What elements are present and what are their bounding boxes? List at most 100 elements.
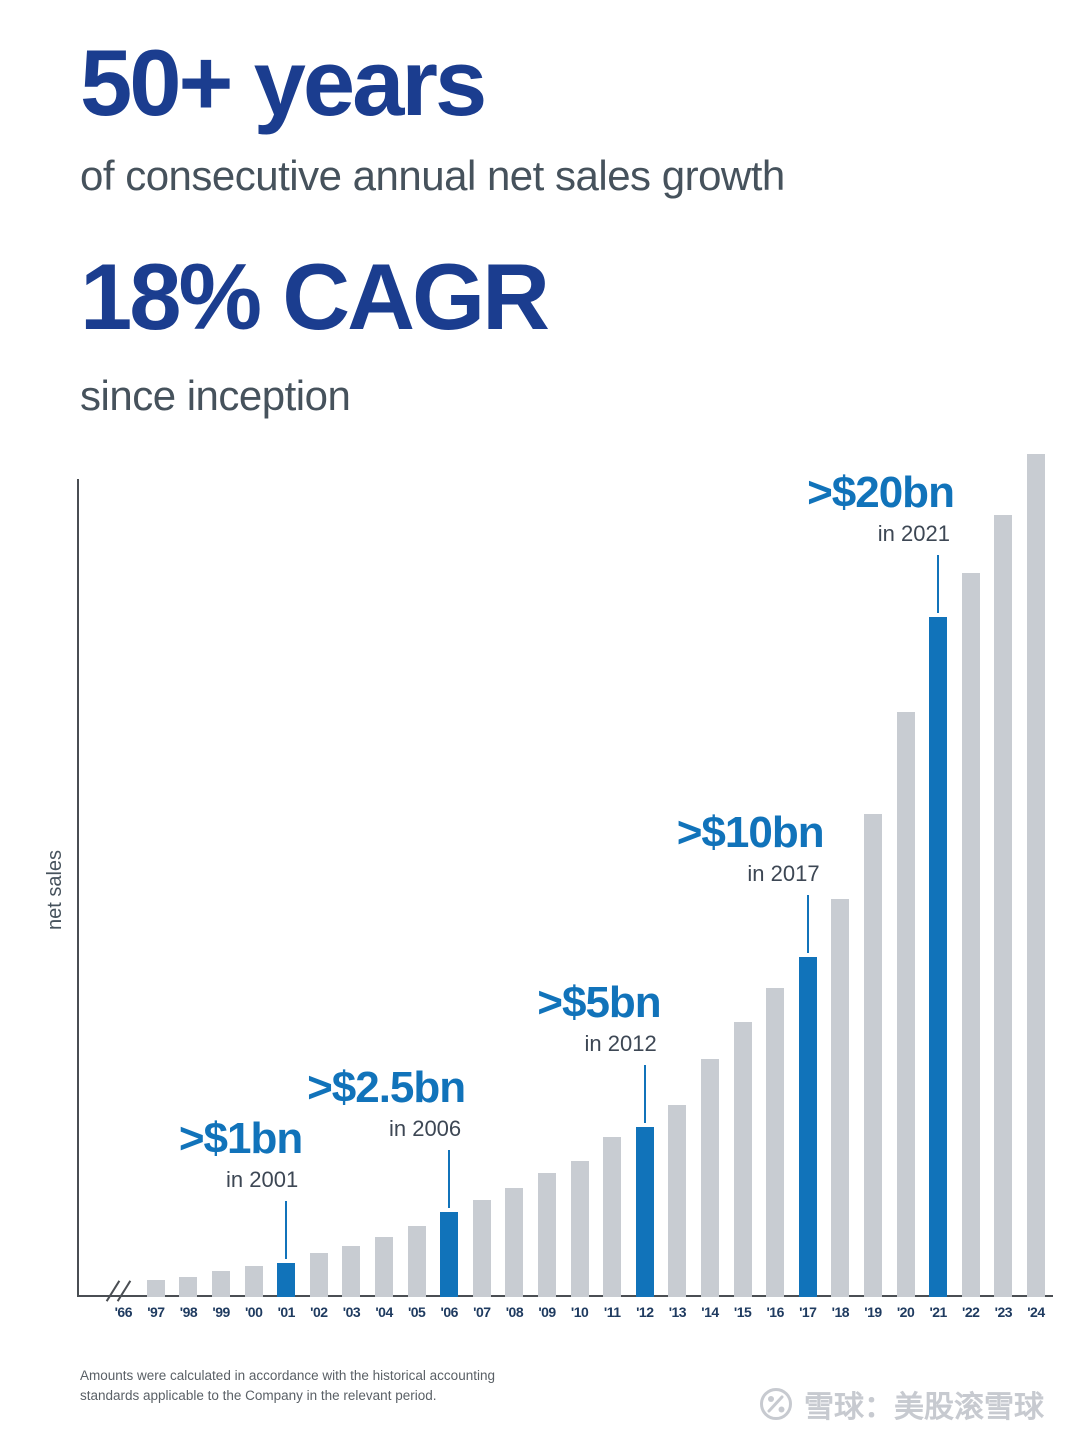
- callout-year-label: in 2006: [388, 1116, 462, 1141]
- callout-year-label: in 2021: [877, 521, 950, 546]
- callout-21: >$20bn in 2021: [807, 471, 955, 547]
- callout-line-17: [806, 895, 809, 953]
- bar-22: [961, 573, 980, 1297]
- bar-slot: [205, 447, 238, 1297]
- x-tick-66: '66: [114, 1304, 133, 1320]
- y-axis-line: [77, 479, 79, 1297]
- watermark-text: 雪球：美股滚雪球: [804, 1391, 1044, 1424]
- bar-slot: [335, 447, 368, 1297]
- bar-20: [896, 712, 915, 1297]
- x-axis-line: [77, 1295, 1053, 1297]
- bar-slot: [661, 447, 694, 1297]
- x-tick-98: '98: [179, 1304, 198, 1320]
- watermark: 雪球：美股滚雪球: [758, 1382, 1044, 1426]
- bar-14: [700, 1059, 719, 1297]
- bar-slot: [857, 447, 890, 1297]
- bar-97: [146, 1280, 165, 1297]
- bar-slot: [824, 447, 857, 1297]
- bar-slot: [237, 447, 270, 1297]
- bar-11: [603, 1137, 622, 1297]
- bar-slot: [954, 447, 987, 1297]
- bar-16: [766, 988, 785, 1297]
- x-tick-07: '07: [473, 1304, 491, 1320]
- x-tick-01: '01: [277, 1304, 296, 1320]
- bar-19: [863, 814, 882, 1297]
- callout-01: >$1bn in 2001: [178, 1114, 303, 1193]
- bar-slot: [987, 447, 1020, 1297]
- bar-slot: [889, 447, 922, 1297]
- x-tick-08: '08: [505, 1304, 524, 1320]
- x-tick-10: '10: [570, 1304, 589, 1320]
- axis-break-icon: [105, 1279, 136, 1305]
- x-tick-17: '17: [799, 1304, 817, 1320]
- bar-99: [212, 1271, 231, 1297]
- footnote: Amounts were calculated in accordance wi…: [80, 1368, 495, 1404]
- bar-slot: [466, 447, 499, 1297]
- header: 50+ years of consecutive annual net sale…: [80, 36, 785, 420]
- bar-slot: [498, 447, 531, 1297]
- bar-15: [733, 1022, 752, 1297]
- x-tick-22: '22: [962, 1304, 980, 1320]
- bar-12: [635, 1127, 654, 1297]
- bar-slot: [1020, 447, 1053, 1297]
- x-tick-05: '05: [407, 1304, 426, 1320]
- bar-slot: [922, 447, 955, 1297]
- bar-slot: [433, 447, 466, 1297]
- bar-06: [440, 1212, 459, 1297]
- bar-slot: [270, 447, 303, 1297]
- callout-value-label: >$10bn: [676, 808, 825, 857]
- x-tick-11: '11: [603, 1304, 621, 1320]
- callout-06: >$2.5bn in 2006: [307, 1063, 466, 1142]
- bar-slot: [629, 447, 662, 1297]
- headline-years-subtitle: of consecutive annual net sales growth: [80, 152, 785, 199]
- callout-line-12: [643, 1065, 646, 1123]
- bar-01: [277, 1263, 296, 1297]
- bar-24: [1026, 454, 1045, 1297]
- bar-09: [538, 1173, 557, 1297]
- x-tick-15: '15: [733, 1304, 752, 1320]
- callout-value-label: >$5bn: [537, 978, 661, 1027]
- bar-slot: [694, 447, 727, 1297]
- bar-07: [472, 1200, 491, 1297]
- bar-slot: [107, 447, 140, 1297]
- callout-line-21: [936, 555, 939, 613]
- bar-13: [668, 1105, 687, 1297]
- bar-02: [309, 1253, 328, 1297]
- x-tick-20: '20: [896, 1304, 915, 1320]
- headline-cagr-subtitle: since inception: [80, 372, 351, 419]
- callout-12: >$5bn in 2012: [537, 978, 661, 1057]
- x-tick-03: '03: [342, 1304, 361, 1320]
- x-tick-02: '02: [310, 1304, 328, 1320]
- x-axis-labels: '66 '97 '98 '99 '00 '01 '02 '03 '04 '05 '06 '07 '08 '…: [107, 1304, 1052, 1320]
- bar-slot: [563, 447, 596, 1297]
- callout-value-label: >$2.5bn: [307, 1063, 466, 1112]
- plot-area: >$1bn in 2001 >$2.5bn in 2006 >$5bn in 2012 >$…: [107, 447, 1052, 1297]
- callout-year-label: in 2012: [584, 1031, 657, 1056]
- x-tick-24: '24: [1027, 1304, 1045, 1320]
- x-tick-09: '09: [538, 1304, 556, 1320]
- callout-year-label: in 2001: [226, 1167, 299, 1192]
- bar-00: [244, 1266, 263, 1297]
- bar-21: [929, 617, 948, 1297]
- x-tick-04: '04: [375, 1304, 393, 1320]
- y-axis-label: net sales: [44, 849, 66, 930]
- headline-cagr: 18% CAGR: [80, 244, 550, 349]
- callout-line-06: [448, 1150, 451, 1208]
- x-tick-00: '00: [244, 1304, 263, 1320]
- bar-slot: [400, 447, 433, 1297]
- bar-slot: [596, 447, 629, 1297]
- x-tick-18: '18: [831, 1304, 850, 1320]
- x-tick-06: '06: [440, 1304, 459, 1320]
- x-tick-13: '13: [668, 1304, 687, 1320]
- callout-value-label: >$1bn: [178, 1114, 303, 1163]
- bar-slot: [172, 447, 205, 1297]
- bar-slot: [140, 447, 173, 1297]
- x-tick-12: '12: [636, 1304, 654, 1320]
- bar-03: [342, 1246, 361, 1297]
- bar-slot: [791, 447, 824, 1297]
- x-tick-19: '19: [864, 1304, 882, 1320]
- bar-05: [407, 1226, 426, 1297]
- bar-slot: [303, 447, 336, 1297]
- headline-years: 50+ years: [80, 30, 487, 135]
- x-tick-14: '14: [701, 1304, 719, 1320]
